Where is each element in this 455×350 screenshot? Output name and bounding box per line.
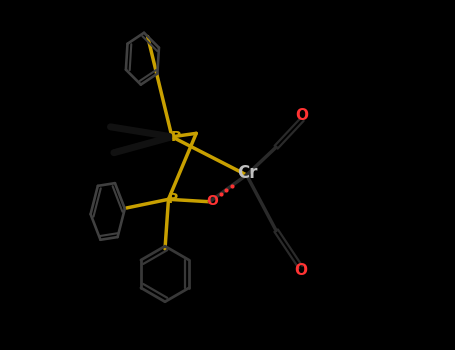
Text: Cr: Cr — [237, 164, 258, 182]
Text: O: O — [206, 194, 218, 208]
Text: P: P — [167, 191, 178, 205]
Polygon shape — [106, 125, 172, 140]
Text: O: O — [294, 263, 307, 278]
Polygon shape — [110, 134, 172, 151]
Text: P: P — [171, 131, 181, 145]
Text: O: O — [296, 108, 308, 124]
